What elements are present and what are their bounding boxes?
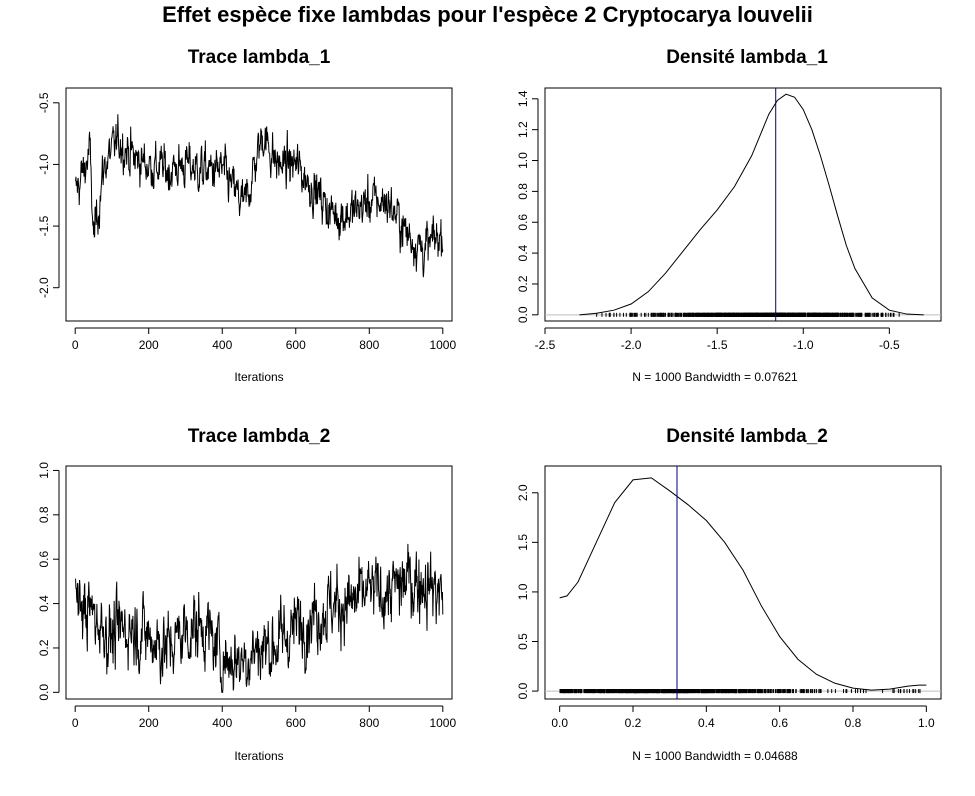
density-lambda1-y-tick-label: 0.2 [516,275,530,292]
density-lambda2-density-curve [559,477,927,691]
density-lambda1-panel: Densité lambda_1 -2.5 -2.0 -1.5 -1.0 -0.5 0.… [516,47,942,384]
density-lambda1-series [545,88,941,321]
density-lambda2-x-tick-label: 0.8 [845,716,862,730]
density-lambda2-y-tick-label: 1.5 [516,534,530,551]
trace-lambda1-x-tick-label: 400 [212,338,232,352]
trace-lambda2-x-tick-label: 600 [286,716,306,730]
density-lambda2-x-label: N = 1000 Bandwidth = 0.04688 [632,749,798,763]
density-lambda1-rug [596,312,900,317]
density-lambda1-plot-frame [544,87,942,322]
trace-lambda1-series [75,114,444,278]
trace-lambda1-y-tick-label: -2.0 [37,277,51,298]
density-lambda2-plot-frame [544,465,942,700]
trace-lambda1-x-tick-label: 800 [359,338,379,352]
trace-lambda2-x-tick-label: 200 [139,716,159,730]
density-lambda2-y-axis: 0.0 0.5 1.0 1.5 2.0 [516,484,539,699]
density-lambda2-series [545,466,941,699]
trace-lambda1-title: Trace lambda_1 [188,47,331,68]
density-lambda1-x-tick-label: -2.5 [535,338,556,352]
density-lambda2-y-tick-label: 0.0 [516,682,530,699]
trace-lambda2-x-tick-label: 1000 [429,716,456,730]
trace-lambda2-title: Trace lambda_2 [188,426,331,447]
density-lambda2-x-tick-label: 0.2 [625,716,642,730]
trace-lambda1-x-axis: 0 200 400 600 800 1000 [72,327,456,352]
trace-lambda2-y-tick-label: 0.4 [37,595,51,612]
density-lambda1-x-tick-label: -0.5 [879,338,900,352]
density-lambda2-x-tick-label: 0.6 [771,716,788,730]
density-lambda1-y-tick-label: 0.6 [516,214,530,231]
trace-lambda2-y-tick-label: 0.6 [37,551,51,568]
density-lambda2-x-tick-label: 0.0 [551,716,568,730]
trace-lambda2-trace-line [75,543,444,693]
trace-lambda2-plot-frame [65,465,453,700]
main-title: Effet espèce fixe lambdas pour l'espèce … [162,2,813,27]
trace-lambda2-y-tick-label: 0.8 [37,506,51,523]
trace-lambda1-y-axis: -2.0 -1.5 -1.0 -0.5 [37,92,60,298]
density-lambda1-y-axis: 0.0 0.2 0.4 0.6 0.8 1.0 1.2 1.4 [516,90,539,323]
density-lambda1-x-tick-label: -1.5 [707,338,728,352]
trace-lambda1-x-tick-label: 200 [139,338,159,352]
density-lambda2-x-tick-label: 0.4 [698,716,715,730]
density-lambda1-y-tick-label: 0.4 [516,244,530,261]
trace-lambda2-x-label: Iterations [234,749,283,763]
density-lambda1-x-tick-label: -2.0 [621,338,642,352]
trace-lambda1-y-tick-label: -1.0 [37,154,51,175]
density-lambda1-density-curve [579,93,924,316]
trace-lambda2-y-axis: 0.0 0.2 0.4 0.6 0.8 1.0 [37,462,60,701]
trace-lambda2-y-tick-label: 0.2 [37,639,51,656]
trace-lambda2-x-axis: 0 200 400 600 800 1000 [72,705,456,730]
density-lambda2-x-axis: 0.0 0.2 0.4 0.6 0.8 1.0 [551,705,935,730]
trace-lambda2-panel: Trace lambda_2 0 200 400 600 800 1000 0.00.20… [37,426,456,763]
density-lambda2-title: Densité lambda_2 [666,426,828,447]
density-lambda1-y-tick-label: 1.2 [516,121,530,138]
trace-lambda1-x-tick-label: 600 [286,338,306,352]
density-lambda2-y-tick-label: 1.0 [516,583,530,600]
trace-lambda1-panel: Trace lambda_1 0 200 400 600 800 1000 -2.0 -1.… [37,47,456,384]
trace-lambda1-plot-frame [65,87,453,322]
density-lambda2-x-tick-label: 1.0 [918,716,935,730]
trace-lambda2-y-tick-label: 0.0 [37,684,51,701]
density-lambda1-y-tick-label: 1.4 [516,90,530,107]
trace-lambda1-trace-line [75,114,444,278]
density-lambda1-x-axis: -2.5 -2.0 -1.5 -1.0 -0.5 [535,327,900,352]
density-lambda2-y-tick-label: 2.0 [516,484,530,501]
trace-lambda1-x-label: Iterations [234,370,283,384]
density-lambda2-panel: Densité lambda_2 0.0 0.2 0.4 0.6 0.8 1.0 0.00… [516,426,942,763]
density-lambda1-title: Densité lambda_1 [666,47,828,68]
trace-lambda1-x-tick-label: 0 [72,338,79,352]
density-lambda1-y-tick-label: 0.8 [516,183,530,200]
trace-lambda2-series [75,543,444,693]
density-lambda1-x-label: N = 1000 Bandwidth = 0.07621 [632,370,798,384]
density-lambda2-y-tick-label: 0.5 [516,633,530,650]
density-lambda1-x-tick-label: -1.0 [793,338,814,352]
density-lambda2-rug [559,689,921,694]
trace-lambda1-y-tick-label: -0.5 [37,92,51,113]
trace-lambda1-x-tick-label: 1000 [429,338,456,352]
density-lambda1-y-tick-label: 1.0 [516,152,530,169]
trace-lambda2-x-tick-label: 400 [212,716,232,730]
trace-lambda1-y-tick-label: -1.5 [37,215,51,236]
trace-lambda2-x-tick-label: 800 [359,716,379,730]
density-lambda1-y-tick-label: 0.0 [516,306,530,323]
trace-lambda2-x-tick-label: 0 [72,716,79,730]
trace-lambda2-y-tick-label: 1.0 [37,462,51,479]
